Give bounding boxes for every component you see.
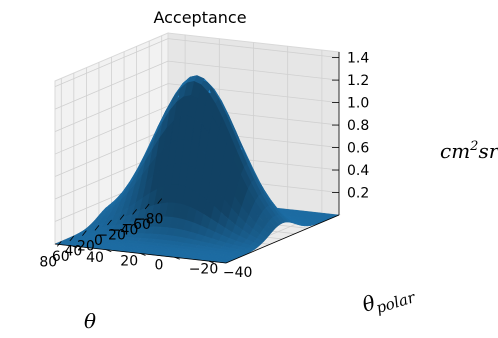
x-tick [56,241,62,247]
y-tick [71,245,78,249]
z-tick-label: 0.8 [347,118,369,134]
grid-line [54,60,169,110]
y-tick [106,249,112,253]
grid-line [54,83,169,132]
x-tick [82,230,87,236]
x-tick-label: −80 [134,212,164,228]
y-tick-label: 0 [155,258,164,274]
x-tick-label: 60 [52,249,70,265]
chart-title: Acceptance [153,8,246,27]
acceptance-surface [54,75,340,264]
z-axis-ticks: 0.2 0.4 0.6 0.8 1.0 1.2 1.4 [332,51,369,202]
z-axis-label: cm2sr [440,139,498,163]
y-tick [208,260,215,264]
x-tick [107,219,112,226]
grid-line [54,128,169,177]
y-tick [174,256,180,260]
grid-line [167,60,340,81]
x-tick-label: 80 [39,254,57,270]
z-tick-label: 0.2 [347,186,369,202]
x-tick-label: −20 [96,228,126,244]
x-tick [69,235,75,242]
y-tick-label: 20 [120,254,138,270]
x-tick-label: 0 [94,233,103,249]
grid-line [54,38,169,87]
x-tick [144,203,150,210]
y-tick-label: 40 [86,250,104,266]
z-tick-label: 1.2 [347,73,369,89]
x-axis-line [225,214,340,264]
grid-line [167,38,340,59]
x-tick-label: −40 [109,222,139,238]
x-tick [94,225,100,231]
x-tick [132,209,137,215]
x-axis-label: θ [84,309,96,333]
x-tick-label: 20 [77,238,95,254]
z-tick-label: 0.4 [347,163,369,179]
z-tick-label: 1.0 [347,96,369,112]
x-tick [119,214,125,220]
y-tick-label: −20 [189,261,219,277]
z-tick-label: 1.4 [347,51,369,67]
x-tick-label: −60 [121,217,151,233]
y-axis-label: θpolar [359,279,417,321]
x-tick [157,198,163,204]
y-tick-label: −40 [223,265,253,281]
z-tick-label: 0.6 [347,141,369,157]
y-tick [140,253,146,256]
y-axis-ticks: −40−20 0 20 40 [71,245,253,281]
x-tick-label: 40 [64,244,82,260]
grid-line [54,105,169,155]
